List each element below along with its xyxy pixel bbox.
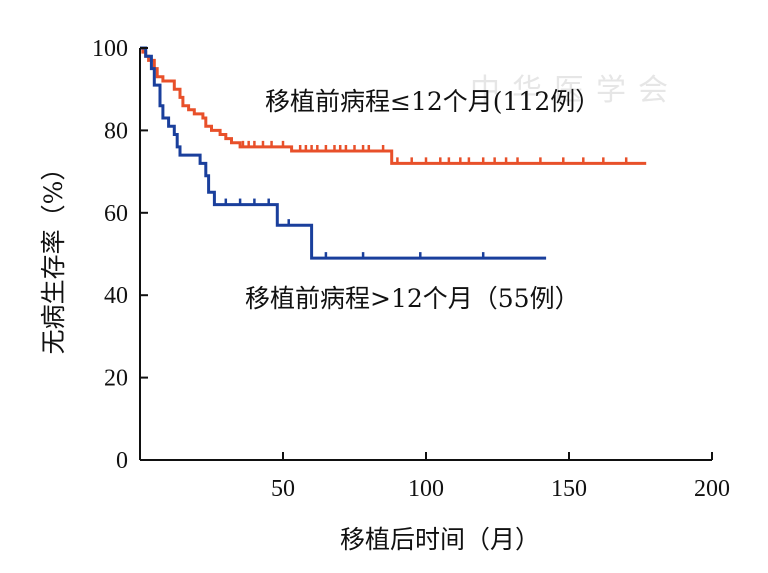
y-tick-label: 40 xyxy=(104,283,128,309)
annotation-series-2: 移植前病程>12个月（55例） xyxy=(245,284,580,313)
y-axis-title: 无病生存率（%） xyxy=(39,156,68,355)
axis-ticks: 0 20 40 60 80 100 50 100 150 200 xyxy=(92,36,730,502)
y-tick-label: 60 xyxy=(104,201,128,227)
series-line-1 xyxy=(140,46,647,165)
y-tick-label: 20 xyxy=(104,366,128,392)
annotation-series-1: 移植前病程≤12个月(112例） xyxy=(265,87,600,116)
x-tick-label: 100 xyxy=(408,476,444,502)
x-tick-label: 200 xyxy=(694,476,730,502)
watermark: 中华医学会 xyxy=(470,73,680,108)
x-tick-label: 150 xyxy=(551,476,587,502)
plot-area xyxy=(140,46,647,260)
y-tick-label: 80 xyxy=(104,118,128,144)
x-axis-title: 移植后时间（月） xyxy=(340,525,540,554)
y-tick-label: 0 xyxy=(116,448,128,474)
x-tick-label: 50 xyxy=(271,476,295,502)
series-line-2 xyxy=(140,46,547,260)
y-tick-label: 100 xyxy=(92,36,128,62)
